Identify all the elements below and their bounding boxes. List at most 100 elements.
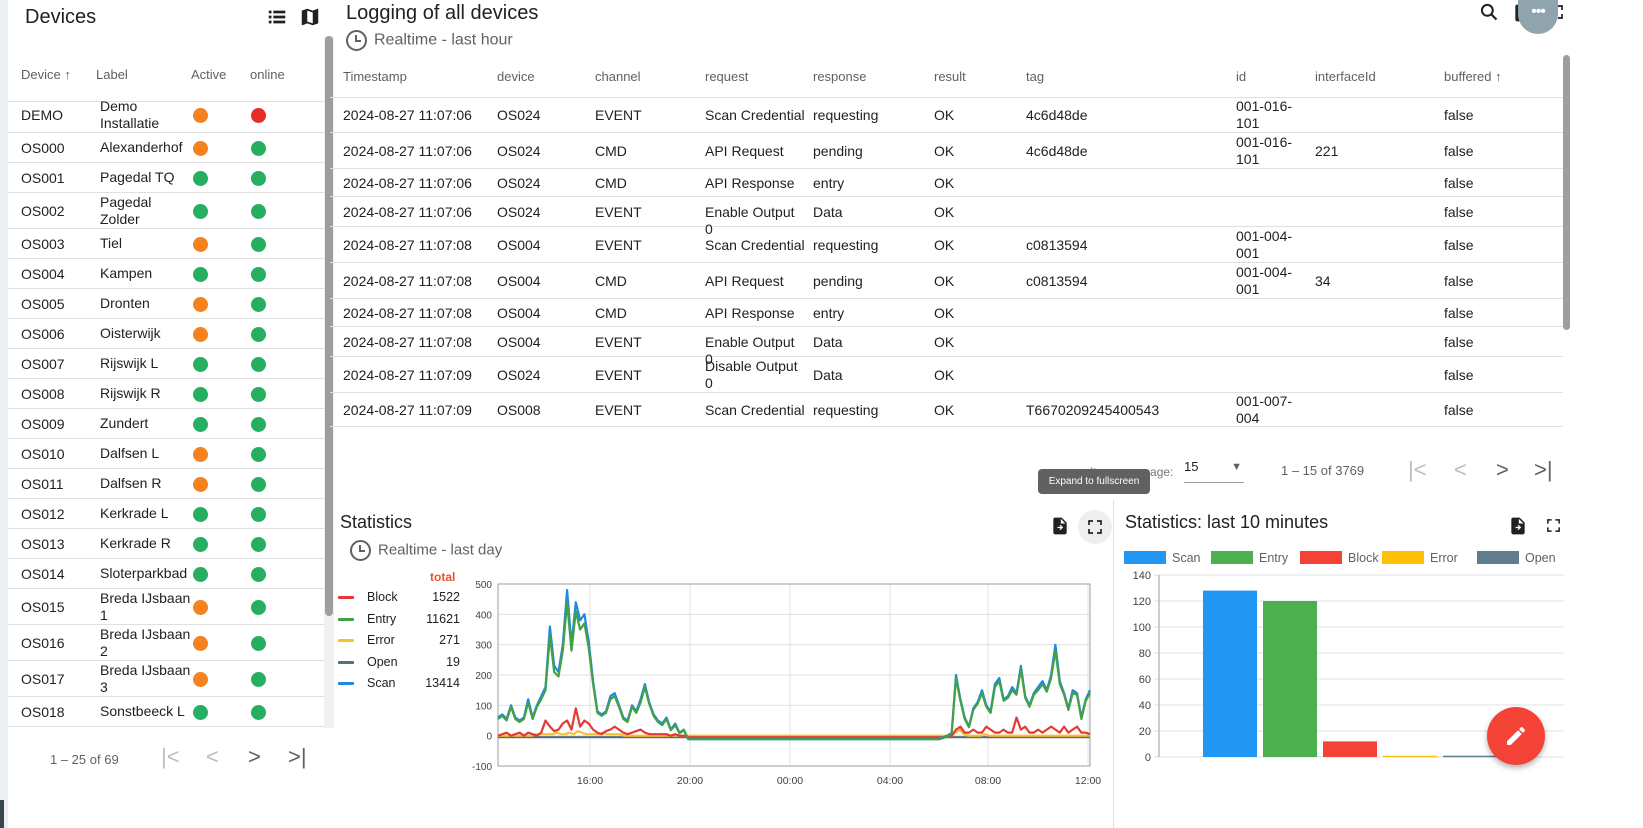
- legend-name: Error: [367, 633, 395, 647]
- online-status-dot: [251, 387, 266, 402]
- devices-paginator: 1 – 25 of 69 |< < > >|: [8, 728, 334, 828]
- log-col-buffered[interactable]: buffered ↑: [1444, 69, 1502, 84]
- legend-item-error[interactable]: Error 271: [336, 631, 460, 651]
- left-strip-accent: [0, 800, 4, 828]
- devices-scrollbar[interactable]: [324, 36, 334, 728]
- dropdown-arrow-icon: ▼: [1231, 461, 1242, 473]
- bar-legend-swatch: [1477, 551, 1519, 564]
- device-row[interactable]: OS007 Rijswijk L: [8, 349, 334, 379]
- stats10-export-icon[interactable]: [1508, 515, 1528, 540]
- online-status-dot: [251, 141, 266, 156]
- col-online[interactable]: online: [250, 67, 285, 82]
- sort-asc-icon: ↑: [64, 67, 71, 82]
- device-row[interactable]: OS015 Breda IJsbaan 1: [8, 589, 334, 625]
- device-row[interactable]: OS006 Oisterwijk: [8, 319, 334, 349]
- legend-item-entry[interactable]: Entry 11621: [336, 610, 460, 630]
- log-row[interactable]: 2024-08-27 11:07:08 OS004 EVENT Enable Outp…: [330, 327, 1563, 367]
- log-row[interactable]: 2024-08-27 11:07:09 OS008 EVENT Scan Creden…: [330, 393, 1563, 427]
- log-col-id[interactable]: id: [1236, 69, 1247, 84]
- device-code: OS017: [21, 671, 65, 687]
- devices-scroll-thumb[interactable]: [325, 36, 333, 616]
- log-scrollbar[interactable]: [1562, 55, 1571, 440]
- log-col-tag[interactable]: tag: [1026, 69, 1045, 84]
- legend-item-open[interactable]: Open 19: [336, 653, 460, 673]
- device-row[interactable]: OS012 Kerkrade L: [8, 499, 334, 529]
- map-view-icon[interactable]: [299, 6, 321, 28]
- device-row[interactable]: OS004 Kampen: [8, 259, 334, 289]
- active-status-dot: [193, 357, 208, 372]
- stats-export-icon[interactable]: [1050, 515, 1070, 540]
- device-row[interactable]: OS013 Kerkrade R: [8, 529, 334, 559]
- log-row[interactable]: 2024-08-27 11:07:06 OS024 EVENT Enable Outp…: [330, 197, 1563, 237]
- col-device[interactable]: Device ↑: [21, 67, 71, 82]
- log-cell-channel: CMD: [595, 305, 627, 321]
- log-col-result[interactable]: result: [934, 69, 966, 84]
- col-active[interactable]: Active: [191, 67, 227, 82]
- device-row[interactable]: OS014 Sloterparkbad: [8, 559, 334, 589]
- device-row[interactable]: OS003 Tiel: [8, 229, 334, 259]
- log-col-channel[interactable]: channel: [595, 69, 641, 84]
- bar-legend-label: Entry: [1259, 551, 1289, 565]
- device-code: OS002: [21, 203, 65, 219]
- log-scroll-thumb[interactable]: [1563, 55, 1570, 330]
- log-row[interactable]: 2024-08-27 11:07:06 OS024 CMD API Response e…: [330, 169, 1563, 197]
- device-label: Breda IJsbaan 2: [100, 626, 191, 659]
- legend-swatch: [338, 596, 354, 599]
- log-row[interactable]: 2024-08-27 11:07:08 OS004 CMD API Request pe…: [330, 263, 1563, 299]
- device-row[interactable]: OS001 Pagedal TQ: [8, 163, 334, 193]
- next-page-icon[interactable]: >: [248, 744, 261, 769]
- device-row[interactable]: OS018 Sonstbeeck L: [8, 697, 334, 727]
- device-row[interactable]: OS016 Breda IJsbaan 2: [8, 625, 334, 661]
- log-row[interactable]: 2024-08-27 11:07:06 OS024 CMD API Request pe…: [330, 133, 1563, 169]
- log-cell-response: entry: [813, 175, 845, 191]
- last-page-icon[interactable]: >|: [288, 744, 307, 769]
- log-col-request[interactable]: request: [705, 69, 749, 84]
- device-row[interactable]: OS017 Breda IJsbaan 3: [8, 661, 334, 697]
- device-row[interactable]: OS011 Dalfsen R: [8, 469, 334, 499]
- legend-total: 13414: [425, 676, 460, 690]
- device-label: Rijswijk R: [100, 385, 161, 401]
- prev-page-icon[interactable]: <: [206, 744, 219, 769]
- stats-fullscreen-button[interactable]: [1078, 510, 1112, 544]
- device-row[interactable]: OS008 Rijswijk R: [8, 379, 334, 409]
- menu-dots-icon[interactable]: •••: [1518, 0, 1558, 34]
- device-label: Rijswijk L: [100, 355, 159, 371]
- device-row[interactable]: DEMO Demo Installatie: [8, 97, 334, 133]
- log-prev-page-icon[interactable]: <: [1454, 457, 1467, 482]
- active-status-dot: [193, 507, 208, 522]
- device-label: Oisterwijk: [100, 325, 161, 341]
- log-col-response[interactable]: response: [813, 69, 867, 84]
- device-row[interactable]: OS010 Dalfsen L: [8, 439, 334, 469]
- device-row[interactable]: OS005 Dronten: [8, 289, 334, 319]
- list-view-icon[interactable]: [266, 6, 288, 28]
- log-table-header: Timestamp device channel request response res…: [330, 58, 1563, 98]
- log-cell-timestamp: 2024-08-27 11:07:08: [343, 273, 472, 289]
- search-icon[interactable]: [1479, 2, 1499, 25]
- legend-item-scan[interactable]: Scan 13414: [336, 674, 460, 694]
- log-row[interactable]: 2024-08-27 11:07:08 OS004 CMD API Response e…: [330, 299, 1563, 327]
- log-cell-result: OK: [934, 367, 955, 383]
- stats10-fullscreen-icon[interactable]: [1546, 518, 1561, 536]
- legend-item-block[interactable]: Block 1522: [336, 588, 460, 608]
- log-col-interfaceid[interactable]: interfaceId: [1315, 69, 1376, 84]
- log-cell-result: OK: [934, 334, 955, 350]
- items-per-page-select[interactable]: 15 ▼: [1184, 459, 1244, 483]
- log-row[interactable]: 2024-08-27 11:07:08 OS004 EVENT Scan Creden…: [330, 227, 1563, 263]
- log-first-page-icon[interactable]: |<: [1408, 457, 1427, 482]
- device-row[interactable]: OS002 Pagedal Zolder: [8, 193, 334, 229]
- edit-fab-button[interactable]: [1487, 707, 1545, 765]
- device-row[interactable]: OS000 Alexanderhof: [8, 133, 334, 163]
- col-label[interactable]: Label: [96, 67, 128, 82]
- log-row[interactable]: 2024-08-27 11:07:09 OS024 EVENT Disable Out…: [330, 357, 1563, 393]
- log-next-page-icon[interactable]: >: [1496, 457, 1509, 482]
- log-cell-timestamp: 2024-08-27 11:07:06: [343, 107, 472, 123]
- device-label: Sonstbeeck L: [100, 703, 185, 719]
- fullscreen-tooltip: Expand to fullscreen: [1038, 469, 1150, 494]
- log-col-device[interactable]: device: [497, 69, 535, 84]
- online-status-dot: [251, 705, 266, 720]
- log-last-page-icon[interactable]: >|: [1534, 457, 1553, 482]
- device-row[interactable]: OS009 Zundert: [8, 409, 334, 439]
- log-col-timestamp[interactable]: Timestamp: [343, 69, 407, 84]
- log-row[interactable]: 2024-08-27 11:07:06 OS024 EVENT Scan Creden…: [330, 97, 1563, 133]
- first-page-icon[interactable]: |<: [161, 744, 180, 769]
